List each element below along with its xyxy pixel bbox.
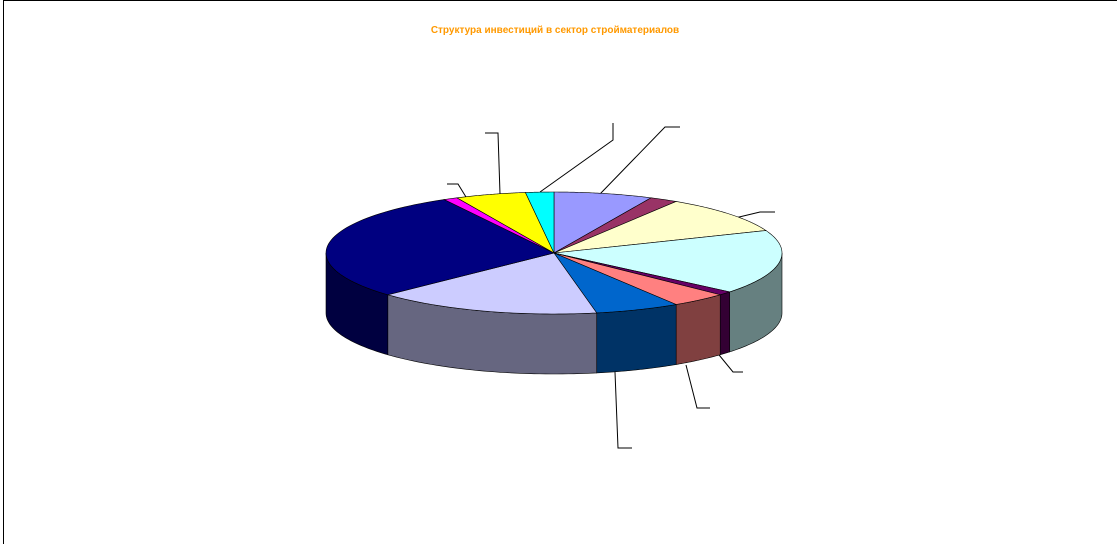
pie-slice-side bbox=[596, 304, 677, 374]
pie-slice bbox=[553, 230, 783, 293]
leader-line bbox=[485, 132, 501, 195]
pie-slice-side bbox=[675, 294, 721, 365]
leader-line bbox=[734, 211, 775, 219]
leader-line bbox=[614, 371, 632, 449]
leader-line bbox=[447, 183, 467, 198]
pie-slice bbox=[553, 252, 731, 296]
pie-slice bbox=[553, 252, 678, 314]
pie-slice-side bbox=[719, 291, 730, 356]
pie bbox=[325, 191, 783, 375]
pie-slice bbox=[553, 252, 722, 305]
leader-line bbox=[714, 349, 743, 373]
pie-slice bbox=[524, 191, 555, 254]
pie-slice bbox=[443, 197, 555, 254]
leader-line bbox=[539, 123, 614, 193]
pie-slice bbox=[455, 192, 555, 254]
pie-slice bbox=[325, 199, 555, 296]
leader-lines bbox=[447, 123, 775, 449]
chart-title: Структура инвестиций в сектор стройматер… bbox=[431, 25, 679, 36]
leader-line bbox=[599, 126, 680, 195]
leader-line bbox=[685, 364, 710, 409]
pie-slice bbox=[386, 252, 598, 315]
pie-slice bbox=[553, 201, 767, 254]
pie-slice bbox=[553, 191, 653, 254]
pie-slice bbox=[553, 197, 678, 254]
